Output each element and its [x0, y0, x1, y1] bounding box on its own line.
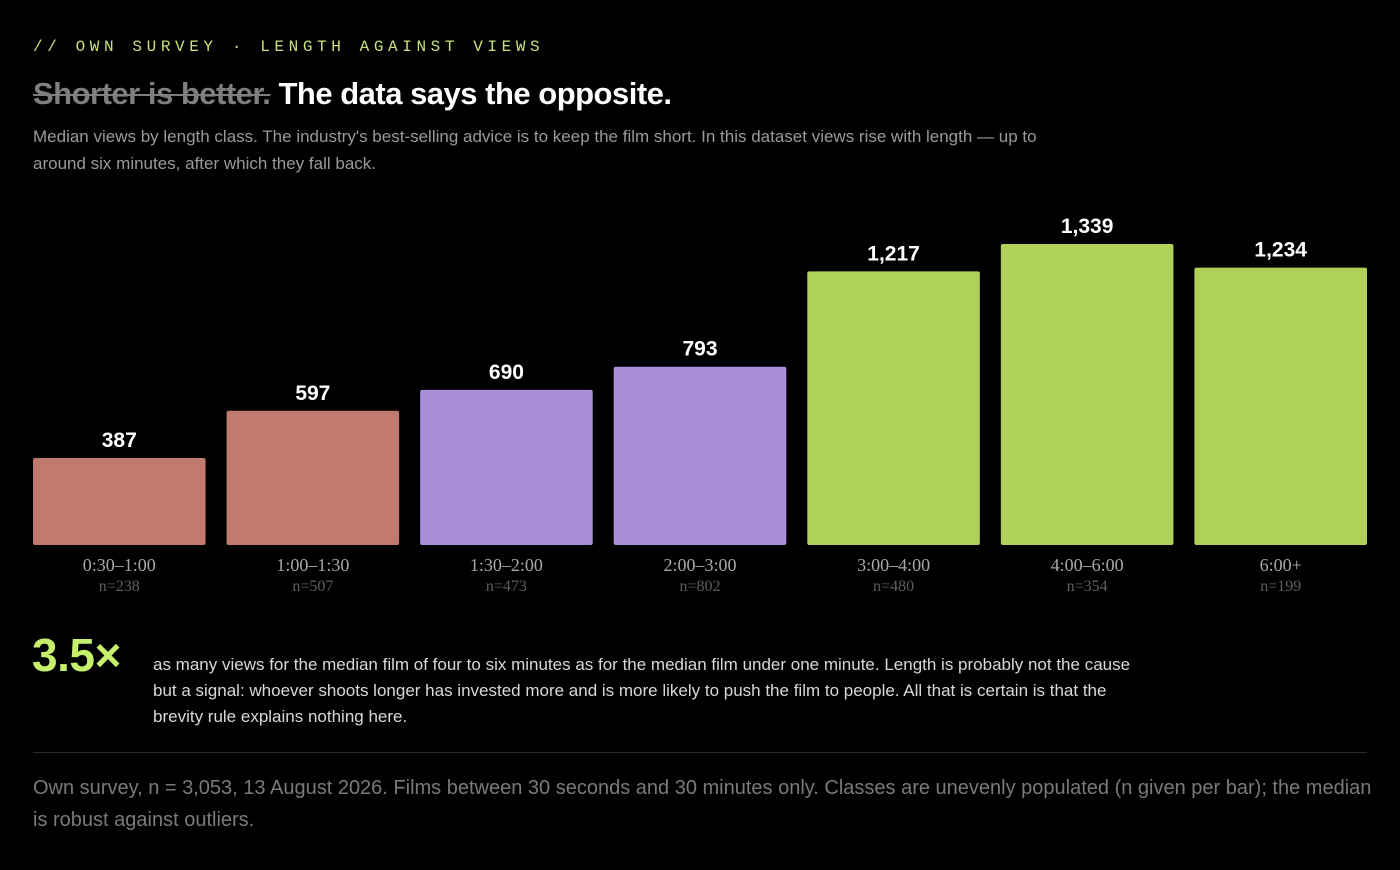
- callout-text: as many views for the median film of fou…: [153, 655, 1131, 726]
- subtitle: Median views by length class. The indust…: [33, 127, 1037, 173]
- value-label: 1,234: [1254, 239, 1307, 262]
- bar: [33, 458, 206, 545]
- sample-size-label: n=199: [1260, 578, 1301, 595]
- value-label: 690: [489, 361, 524, 384]
- value-label: 1,217: [867, 242, 920, 265]
- category-label: 6:00+: [1260, 555, 1302, 575]
- bar: [613, 366, 787, 545]
- footnote: Own survey, n = 3,053, 13 August 2026. F…: [33, 777, 1372, 831]
- bar: [226, 410, 400, 545]
- value-label: 793: [682, 338, 717, 361]
- divider: [33, 752, 1367, 753]
- value-label: 1,339: [1061, 215, 1114, 238]
- value-label: 597: [295, 382, 330, 405]
- bar: [1000, 244, 1174, 545]
- sample-size-label: n=507: [292, 578, 333, 595]
- bar: [807, 271, 980, 545]
- sample-size-label: n=480: [873, 578, 914, 595]
- sample-size-label: n=802: [679, 578, 720, 595]
- category-label: 2:00–3:00: [663, 555, 736, 575]
- category-label: 1:00–1:30: [276, 555, 349, 575]
- value-label: 387: [102, 429, 137, 452]
- bar: [420, 389, 593, 545]
- callout-number: 3.5×: [32, 629, 121, 681]
- category-label: 1:30–2:00: [470, 555, 543, 575]
- headline-struck: Shorter is better.: [33, 76, 271, 111]
- sample-size-label: n=354: [1067, 578, 1108, 595]
- sample-size-label: n=238: [99, 578, 140, 595]
- category-label: 0:30–1:00: [83, 555, 156, 575]
- headline: Shorter is better. The data says the opp…: [33, 76, 672, 112]
- category-label: 4:00–6:00: [1051, 555, 1124, 575]
- kicker: // OWN SURVEY · LENGTH AGAINST VIEWS: [33, 38, 545, 56]
- sample-size-label: n=473: [486, 578, 527, 595]
- bar: [1194, 267, 1367, 545]
- category-label: 3:00–4:00: [857, 555, 930, 575]
- headline-main: The data says the opposite.: [278, 76, 672, 111]
- bar-chart: 387 0:30–1:00 n=238 597 1:00–1:30 n=507 690 1:3…: [33, 215, 1367, 595]
